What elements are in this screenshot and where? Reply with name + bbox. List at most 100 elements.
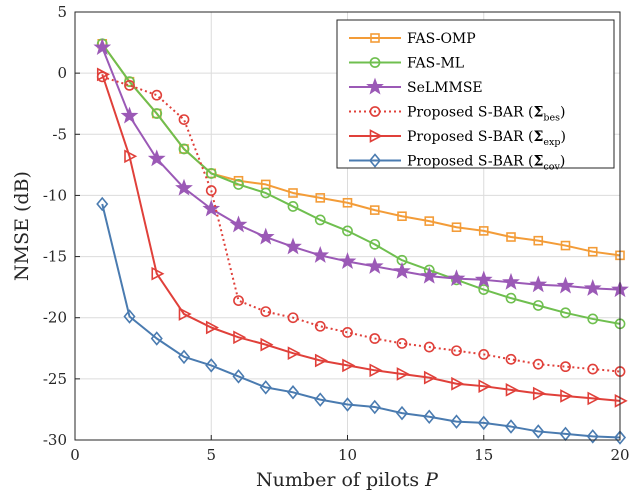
data-point <box>232 369 245 384</box>
data-point <box>365 257 384 274</box>
data-point <box>478 379 492 394</box>
data-point <box>284 237 302 255</box>
data-point <box>233 295 244 306</box>
data-point <box>178 114 190 126</box>
plot-frame <box>74 11 621 441</box>
data-point <box>124 76 135 88</box>
data-point <box>506 232 516 242</box>
data-point <box>395 405 409 421</box>
legend-label: Proposed S-BAR (Σcov) <box>407 154 565 173</box>
legend-marker <box>366 77 384 95</box>
series-3 <box>96 71 626 377</box>
data-point <box>533 235 544 246</box>
data-point <box>504 419 518 434</box>
data-point <box>478 348 490 360</box>
data-point <box>369 238 381 250</box>
data-point <box>338 252 357 270</box>
series-1 <box>96 38 626 330</box>
legend-label: SeLMMSE <box>407 80 483 96</box>
data-point <box>260 306 272 317</box>
legend-marker <box>369 129 383 143</box>
legend-item: FAS-OMP <box>349 31 476 47</box>
data-point <box>93 38 112 56</box>
data-point <box>175 178 193 196</box>
data-point <box>505 353 517 365</box>
series-2 <box>93 38 629 298</box>
y-tick-label: 0 <box>57 64 67 82</box>
data-point <box>423 409 436 425</box>
data-point <box>450 414 463 429</box>
data-point <box>613 430 627 445</box>
data-point <box>474 270 493 288</box>
data-point <box>150 331 163 346</box>
legend-item: Proposed S-BAR (Σexp) <box>349 129 566 148</box>
data-point <box>423 341 435 353</box>
data-point <box>342 197 353 208</box>
data-point <box>151 89 163 101</box>
data-point <box>124 149 138 164</box>
x-axis-label: Number of pilots P <box>256 469 439 491</box>
data-point <box>529 275 548 293</box>
data-point <box>532 300 544 311</box>
data-point <box>369 205 380 215</box>
data-point <box>286 385 300 400</box>
data-point <box>586 429 599 444</box>
x-tick-label: 0 <box>70 446 80 464</box>
data-point <box>259 380 272 395</box>
data-point <box>205 168 217 179</box>
x-tick-label: 10 <box>338 446 357 464</box>
data-point <box>560 240 571 251</box>
data-point <box>341 397 354 412</box>
data-point <box>205 185 217 196</box>
data-point <box>447 269 466 287</box>
data-point <box>178 307 192 321</box>
data-point <box>397 211 407 222</box>
data-point <box>393 261 411 279</box>
data-point <box>505 383 519 397</box>
y-tick-label: 5 <box>57 3 67 21</box>
data-point <box>560 307 571 319</box>
data-point <box>369 363 383 378</box>
data-point <box>423 370 437 385</box>
x-tick-label: 20 <box>610 446 629 464</box>
legend-label: FAS-ML <box>407 56 464 72</box>
data-point <box>314 320 326 332</box>
y-tick-label: -10 <box>43 186 67 204</box>
data-point <box>477 415 490 431</box>
y-tick-label: -15 <box>43 248 67 266</box>
data-point <box>233 330 247 345</box>
data-point <box>177 349 191 365</box>
data-point <box>420 266 439 284</box>
data-point <box>124 79 135 91</box>
x-axis-label-text: Number of pilots <box>256 469 419 491</box>
y-tick-label: -5 <box>52 125 67 143</box>
tick-labels: 0 5 10 15 20 5 0 -5 -10 -15 -20 -25 -30 <box>43 3 630 464</box>
data-point <box>505 292 517 304</box>
legend-marker <box>370 33 380 43</box>
data-point <box>424 216 435 226</box>
data-point <box>396 337 408 349</box>
data-point <box>342 326 353 338</box>
data-point <box>256 227 275 245</box>
data-point <box>120 106 139 124</box>
y-tick-label: -20 <box>43 309 67 327</box>
data-point <box>287 346 301 360</box>
data-point <box>205 320 219 335</box>
data-point <box>342 358 356 373</box>
data-point <box>532 386 546 401</box>
series-lines <box>93 38 629 445</box>
data-point <box>229 215 248 233</box>
data-point <box>583 279 602 296</box>
y-axis-label: NMSE (dB) <box>11 171 33 281</box>
x-tick-label: 15 <box>474 446 493 464</box>
legend-label: Proposed S-BAR (Σbes) <box>407 105 565 124</box>
data-point <box>556 276 575 294</box>
data-point <box>288 188 298 198</box>
data-point <box>532 424 545 439</box>
data-point <box>314 392 327 407</box>
series-5 <box>96 196 627 445</box>
data-point <box>478 226 489 236</box>
data-point <box>287 201 299 212</box>
data-point <box>369 333 381 344</box>
